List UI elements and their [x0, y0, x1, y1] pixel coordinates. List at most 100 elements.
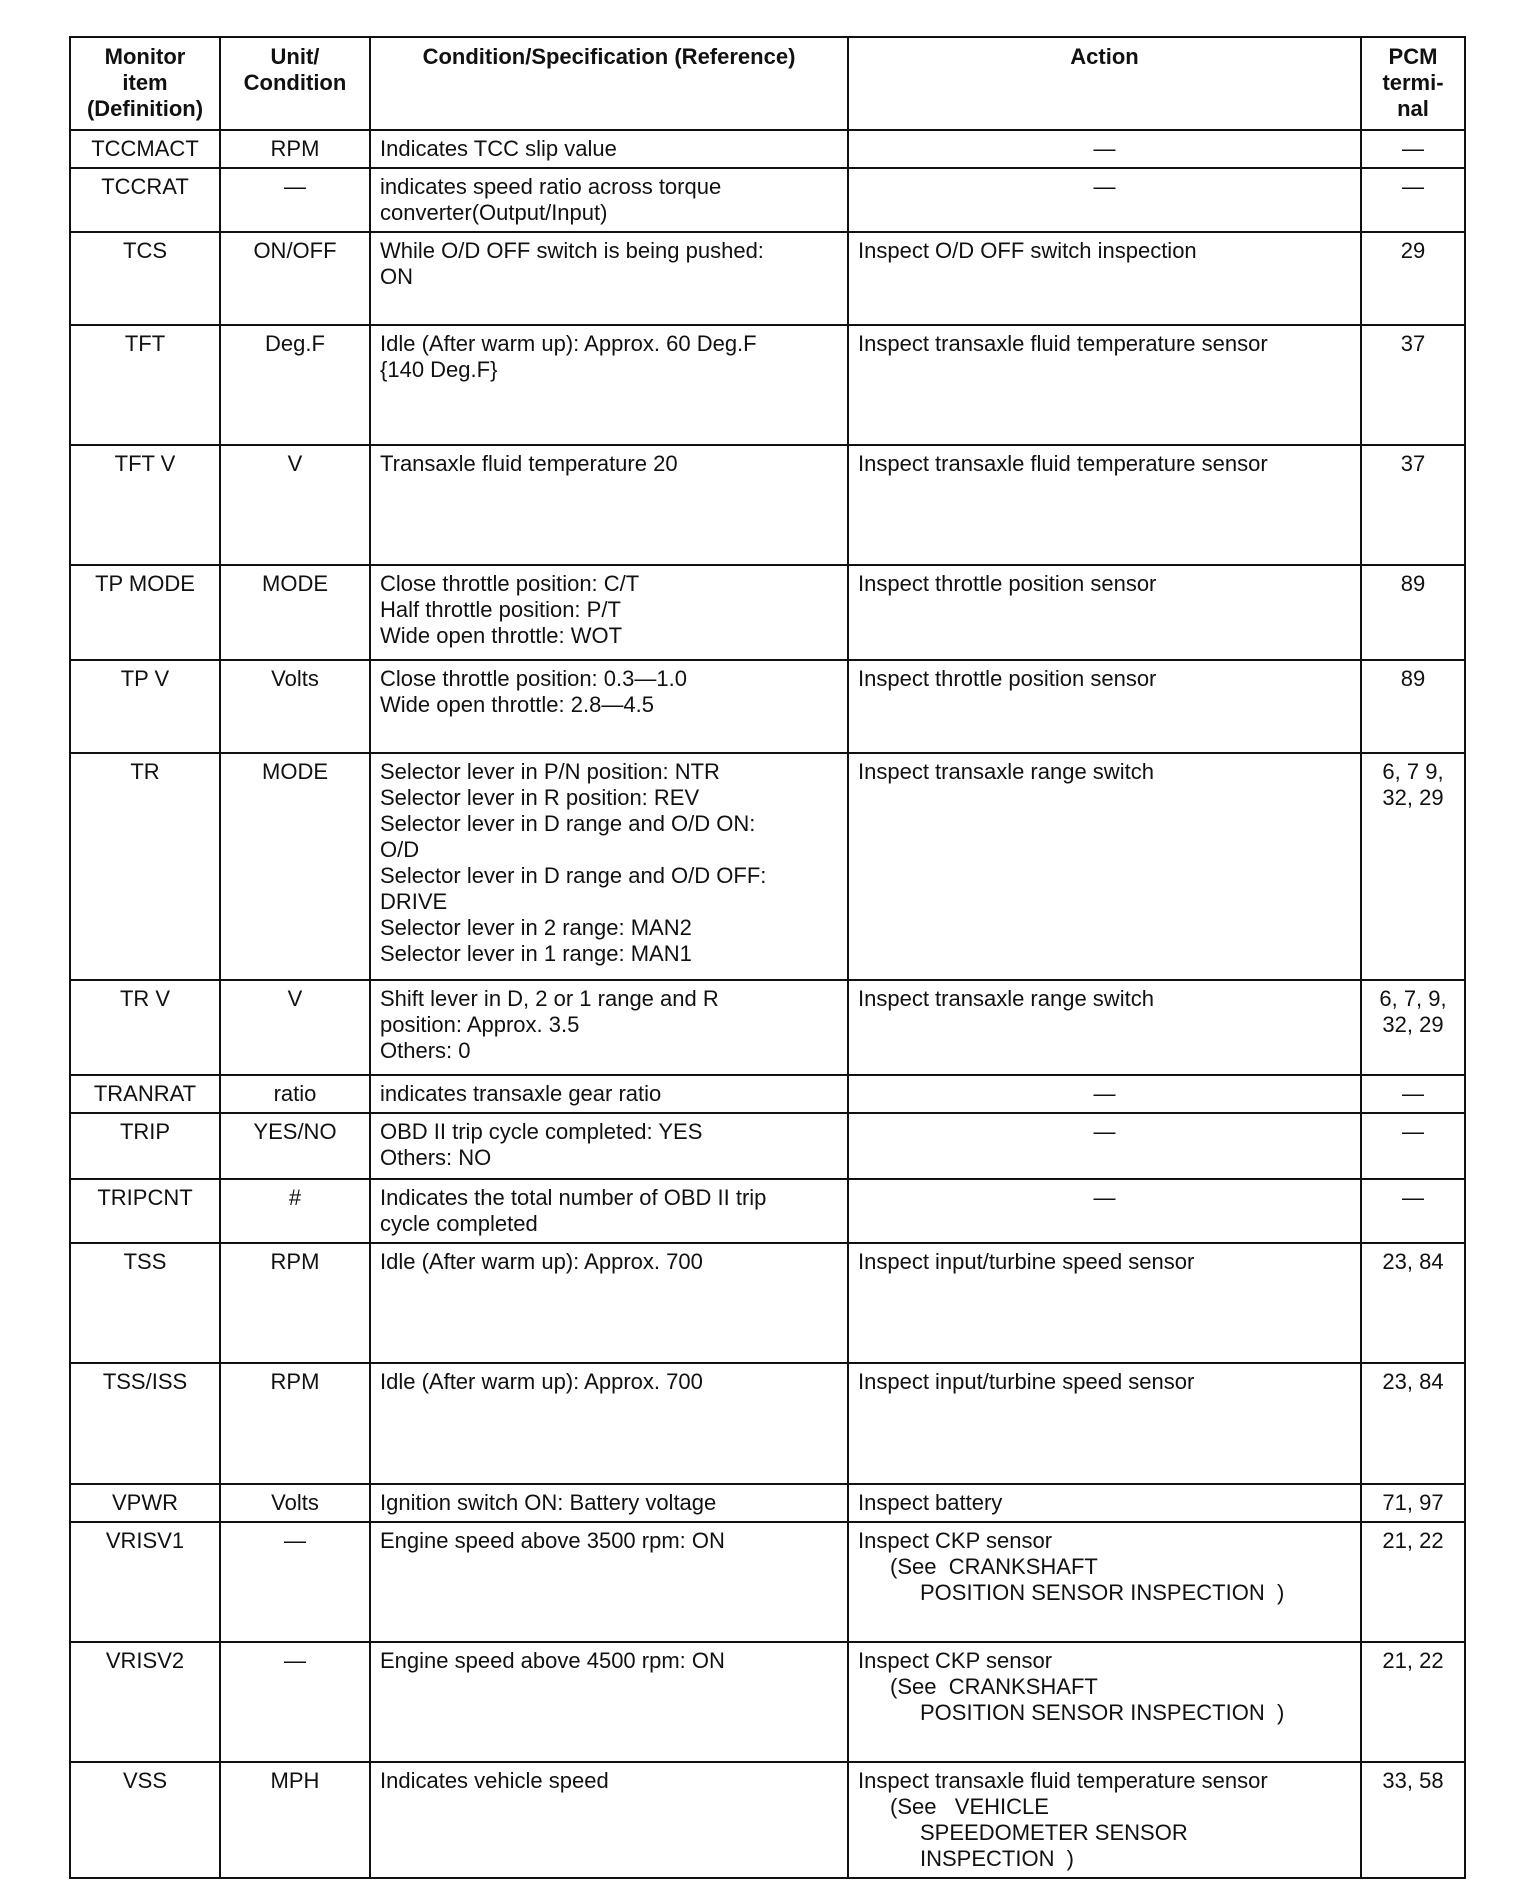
- pcm-terminal-line: 89: [1400, 571, 1426, 596]
- pcm-terminal: 6, 7 9, 32, 29: [1360, 752, 1466, 981]
- condition-spec-line: cycle completed: [380, 1211, 538, 1236]
- header-text: Condition: [243, 70, 347, 95]
- monitor-item: VPWR: [69, 1483, 221, 1523]
- action-line: (See CRANKSHAFT: [890, 1674, 1098, 1699]
- monitor-item: VRISV2: [69, 1641, 221, 1763]
- action: Inspect CKP sensor (See CRANKSHAFT POSITIO…: [847, 1521, 1362, 1643]
- condition-spec-line: O/D: [380, 837, 420, 862]
- unit-condition-text: Deg.F: [265, 331, 325, 356]
- pcm-terminal: —: [1360, 167, 1466, 233]
- monitor-item: VSS: [69, 1761, 221, 1879]
- action: Inspect input/turbine speed sensor: [847, 1362, 1362, 1485]
- unit-condition-text: —: [284, 1528, 306, 1553]
- monitor-item-table: Monitor item (Definition) Unit/Condition Con…: [69, 36, 1466, 1879]
- action: Inspect transaxle range switch: [847, 979, 1362, 1076]
- action-line: Inspect O/D OFF switch inspection: [858, 238, 1197, 263]
- unit-condition-text: ON/OFF: [253, 238, 337, 263]
- condition-spec-line: Selector lever in R position: REV: [380, 785, 700, 810]
- condition-spec: Transaxle fluid temperature 20: [369, 444, 849, 566]
- table-row: TCCMACT RPM Indicates TCC slip value — —: [69, 129, 1466, 169]
- pcm-terminal-line: —: [1402, 1119, 1424, 1144]
- unit-condition-text: Volts: [271, 666, 319, 691]
- pcm-terminal-line: 32, 29: [1382, 1012, 1444, 1037]
- monitor-item: TSS: [69, 1242, 221, 1364]
- pcm-terminal-line: 23, 84: [1382, 1249, 1444, 1274]
- unit-condition-text: RPM: [270, 136, 320, 161]
- action: —: [847, 129, 1362, 169]
- condition-spec-line: Ignition switch ON: Battery voltage: [380, 1490, 717, 1515]
- pcm-terminal-line: 6, 7 9,: [1382, 759, 1444, 784]
- header-text: item: [122, 70, 168, 95]
- action-line: —: [1093, 1081, 1116, 1106]
- pcm-terminal-line: 32, 29: [1382, 785, 1444, 810]
- monitor-item-text: VRISV2: [105, 1648, 185, 1673]
- unit-condition-text: MODE: [262, 571, 328, 596]
- unit-condition-text: YES/NO: [253, 1119, 337, 1144]
- header-condition-spec: Condition/Specification (Reference): [369, 36, 849, 131]
- unit-condition: Deg.F: [219, 324, 371, 446]
- pcm-terminal-line: —: [1402, 1185, 1424, 1210]
- condition-spec-line: Wide open throttle: 2.8—4.5: [380, 692, 654, 717]
- action-line: —: [1093, 1119, 1116, 1144]
- action: —: [847, 1074, 1362, 1114]
- unit-condition-text: —: [284, 174, 306, 199]
- monitor-item-text: TCCRAT: [101, 174, 189, 199]
- condition-spec-line: Idle (After warm up): Approx. 700: [380, 1249, 703, 1274]
- table-row: TSS/ISS RPM Idle (After warm up): Approx. …: [69, 1362, 1466, 1485]
- condition-spec-line: Half throttle position: P/T: [380, 597, 621, 622]
- header-text: Monitor: [104, 44, 186, 69]
- monitor-item: TSS/ISS: [69, 1362, 221, 1485]
- unit-condition: MODE: [219, 752, 371, 981]
- unit-condition: MPH: [219, 1761, 371, 1879]
- action: Inspect transaxle fluid temperature sens…: [847, 1761, 1362, 1879]
- pcm-terminal: 33, 58: [1360, 1761, 1466, 1879]
- pcm-terminal-line: 21, 22: [1382, 1528, 1444, 1553]
- pcm-terminal-line: 21, 22: [1382, 1648, 1444, 1673]
- action-line: Inspect battery: [858, 1490, 1003, 1515]
- condition-spec: Indicates TCC slip value: [369, 129, 849, 169]
- action-line: —: [1093, 1185, 1116, 1210]
- condition-spec: Engine speed above 4500 rpm: ON: [369, 1641, 849, 1763]
- condition-spec-line: Selector lever in P/N position: NTR: [380, 759, 720, 784]
- monitor-item: VRISV1: [69, 1521, 221, 1643]
- monitor-item: TP V: [69, 659, 221, 754]
- table-row: TR V V Shift lever in D, 2 or 1 range and …: [69, 979, 1466, 1076]
- pcm-terminal: —: [1360, 1074, 1466, 1114]
- header-text: nal: [1397, 96, 1429, 121]
- unit-condition: Volts: [219, 1483, 371, 1523]
- unit-condition: RPM: [219, 129, 371, 169]
- action: —: [847, 1112, 1362, 1180]
- unit-condition: V: [219, 979, 371, 1076]
- pcm-terminal: 37: [1360, 324, 1466, 446]
- table-row: VPWR Volts Ignition switch ON: Battery vol…: [69, 1483, 1466, 1523]
- unit-condition: —: [219, 167, 371, 233]
- monitor-item-text: TP MODE: [95, 571, 195, 596]
- condition-spec-line: position: Approx. 3.5: [380, 1012, 580, 1037]
- condition-spec: While O/D OFF switch is being pushed: ON: [369, 231, 849, 326]
- action: Inspect throttle position sensor: [847, 659, 1362, 754]
- condition-spec-line: Indicates TCC slip value: [380, 136, 617, 161]
- table-row: TCS ON/OFF While O/D OFF switch is being p…: [69, 231, 1466, 326]
- table-row: TRIP YES/NO OBD II trip cycle completed: Y…: [69, 1112, 1466, 1180]
- unit-condition-text: —: [284, 1648, 306, 1673]
- header-unit-condition: Unit/Condition: [219, 36, 371, 131]
- unit-condition-text: Volts: [271, 1490, 319, 1515]
- unit-condition: RPM: [219, 1242, 371, 1364]
- monitor-item: TFT: [69, 324, 221, 446]
- pcm-terminal: 71, 97: [1360, 1483, 1466, 1523]
- pcm-terminal: 37: [1360, 444, 1466, 566]
- unit-condition: YES/NO: [219, 1112, 371, 1180]
- action: Inspect throttle position sensor: [847, 564, 1362, 661]
- monitor-item: TCCRAT: [69, 167, 221, 233]
- action-line: —: [1093, 136, 1116, 161]
- condition-spec-line: Others: NO: [380, 1145, 492, 1170]
- table-row: TSS RPM Idle (After warm up): Approx. 700 I…: [69, 1242, 1466, 1364]
- action-line: —: [1093, 174, 1116, 199]
- condition-spec-line: Indicates vehicle speed: [380, 1768, 609, 1793]
- action: Inspect transaxle fluid temperature sens…: [847, 444, 1362, 566]
- pcm-terminal: —: [1360, 1112, 1466, 1180]
- unit-condition-text: MPH: [270, 1768, 320, 1793]
- pcm-terminal-line: 37: [1400, 451, 1426, 476]
- condition-spec-line: Idle (After warm up): Approx. 60 Deg.F: [380, 331, 757, 356]
